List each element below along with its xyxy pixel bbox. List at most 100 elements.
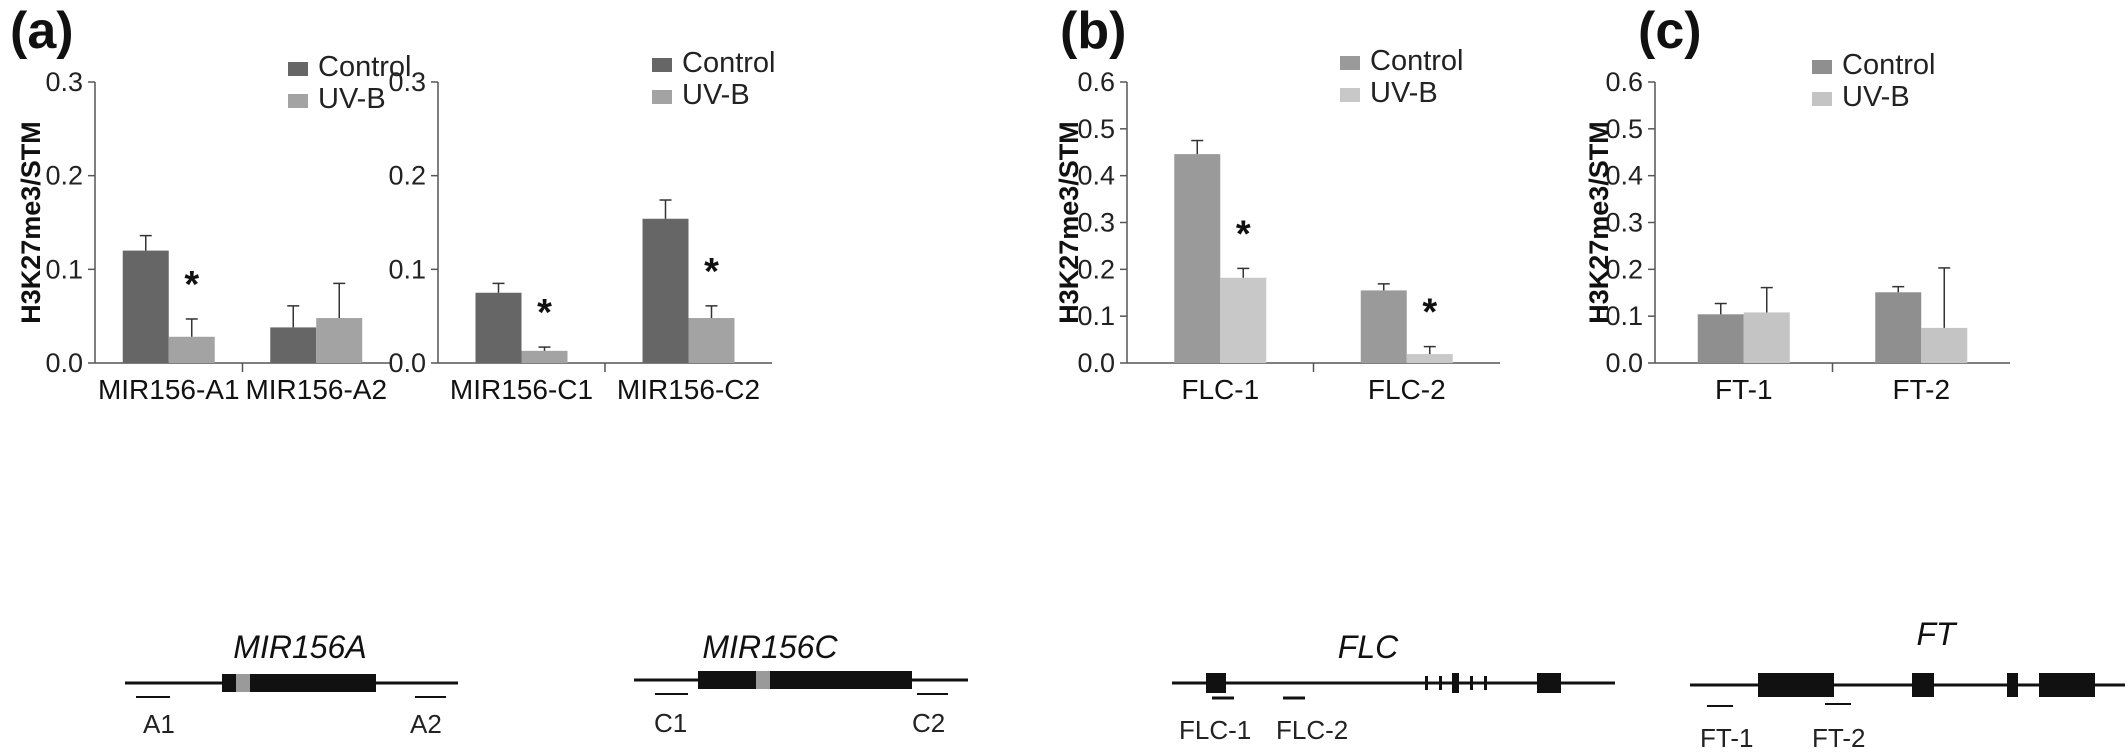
bar	[1174, 154, 1221, 363]
legend-swatch	[652, 58, 672, 72]
legend-label: Control	[1370, 45, 1464, 77]
gene-title-ft: FT	[1916, 616, 1958, 652]
y-axis-label: H3K27me3/STM	[1054, 121, 1084, 324]
gene-exon	[1912, 673, 1934, 697]
legend-swatch	[652, 90, 672, 104]
y-tick-label: 0.6	[1605, 67, 1643, 97]
gene-exon-gray	[236, 674, 250, 692]
bar	[521, 350, 568, 363]
legend-label: Control	[318, 51, 412, 83]
bar	[688, 318, 735, 363]
gene-exon	[770, 671, 912, 689]
primer-label: FLC-1	[1179, 715, 1251, 745]
x-tick-label: MIR156-C1	[450, 374, 593, 405]
panel-label-b: (b)	[1060, 2, 1126, 60]
legend-label: UV-B	[318, 83, 386, 115]
y-axis-label: H3K27me3/STM	[16, 121, 46, 324]
bar	[642, 218, 689, 363]
y-tick-label: 0.0	[1077, 348, 1115, 378]
y-tick-label: 0.6	[1077, 67, 1115, 97]
legend-label: Control	[1842, 49, 1936, 81]
y-tick-label: 0.5	[1605, 114, 1643, 144]
panel-label-a: (a)	[10, 2, 74, 60]
x-tick-label: FLC-2	[1368, 374, 1446, 405]
y-tick-label: 0.3	[388, 67, 426, 97]
primer-label: FT-1	[1700, 723, 1753, 753]
y-tick-label: 0.2	[1077, 254, 1115, 284]
x-tick-label: MIR156-A1	[98, 374, 240, 405]
y-tick-label: 0.4	[1077, 161, 1115, 191]
x-tick-label: FT-1	[1715, 374, 1773, 405]
bar	[1921, 327, 1968, 363]
y-tick-label: 0.1	[1605, 301, 1643, 331]
y-tick-label: 0.3	[1077, 208, 1115, 238]
gene-exon-gray	[756, 671, 770, 689]
gene-exon	[1758, 673, 1834, 697]
bar	[1360, 290, 1407, 363]
gene-diagram-flc: FLC FLC-1 FLC-2	[1172, 629, 1615, 745]
x-tick-label: FLC-1	[1181, 374, 1259, 405]
gene-exon	[698, 671, 756, 689]
y-tick-label: 0.0	[1605, 348, 1643, 378]
significance-marker: *	[537, 292, 552, 334]
bar	[270, 327, 317, 363]
significance-marker: *	[704, 251, 719, 293]
y-tick-label: 0.2	[1605, 254, 1643, 284]
bar	[122, 250, 169, 363]
gene-diagram-mir156c: MIR156C C1 C2	[634, 629, 968, 738]
bar	[1220, 277, 1267, 363]
legend-label: Control	[682, 47, 776, 79]
primer-label: A2	[410, 709, 442, 739]
gene-title-mir156c: MIR156C	[702, 629, 838, 665]
bar	[316, 318, 363, 363]
bar	[1743, 312, 1790, 363]
y-tick-label: 0.2	[388, 161, 426, 191]
primer-label: FT-2	[1812, 723, 1865, 753]
gene-exon	[1484, 676, 1487, 690]
panel-label-c: (c)	[1638, 2, 1702, 60]
y-tick-label: 0.4	[1605, 161, 1643, 191]
legend-swatch	[1340, 88, 1360, 102]
gene-exon	[2039, 673, 2095, 697]
bar	[1875, 292, 1922, 363]
y-tick-label: 0.0	[388, 348, 426, 378]
gene-exon	[1452, 673, 1459, 693]
gene-diagram-mir156a: MIR156A A1 A2	[125, 629, 458, 739]
gene-diagram-ft: FT FT-1 FT-2	[1690, 616, 2125, 753]
gene-exon	[1439, 676, 1442, 690]
significance-marker: *	[1236, 213, 1251, 255]
gene-exon	[1470, 676, 1473, 690]
significance-marker: *	[184, 264, 199, 306]
y-tick-label: 0.1	[388, 254, 426, 284]
primer-label: FLC-2	[1276, 715, 1348, 745]
y-tick-label: 0.2	[45, 161, 83, 191]
gene-title-mir156a: MIR156A	[233, 629, 366, 665]
legend-label: UV-B	[1842, 81, 1910, 113]
gene-exon	[222, 674, 236, 692]
bar	[1406, 354, 1453, 363]
y-tick-label: 0.5	[1077, 114, 1115, 144]
legend-label: UV-B	[1370, 77, 1438, 109]
gene-exon	[250, 674, 376, 692]
chart-mir156a: 0.0 0.1 0.2 0.3 H3K27me3/STM MIR156-A1 * MIR156…	[16, 51, 412, 405]
bar	[168, 336, 215, 363]
legend-swatch	[288, 94, 308, 108]
chart-ft: 0.0 0.1 0.2 0.3 0.4 0.5 0.6 H3K27me3/STM FT-1 FT-…	[1584, 49, 2010, 405]
legend-label: UV-B	[682, 79, 750, 111]
primer-label: A1	[143, 709, 175, 739]
legend-swatch	[1340, 56, 1360, 70]
y-tick-label: 0.1	[45, 254, 83, 284]
y-tick-label: 0.3	[1605, 208, 1643, 238]
legend-swatch	[1812, 92, 1832, 106]
x-tick-label: MIR156-C2	[617, 374, 760, 405]
bar	[1697, 314, 1744, 363]
x-tick-label: MIR156-A2	[245, 374, 387, 405]
x-tick-label: FT-2	[1892, 374, 1950, 405]
bar	[475, 292, 522, 363]
significance-marker: *	[1422, 292, 1437, 334]
gene-exon	[1206, 673, 1226, 693]
legend-swatch	[288, 62, 308, 76]
gene-exon	[1425, 676, 1428, 690]
primer-label: C1	[654, 708, 687, 738]
